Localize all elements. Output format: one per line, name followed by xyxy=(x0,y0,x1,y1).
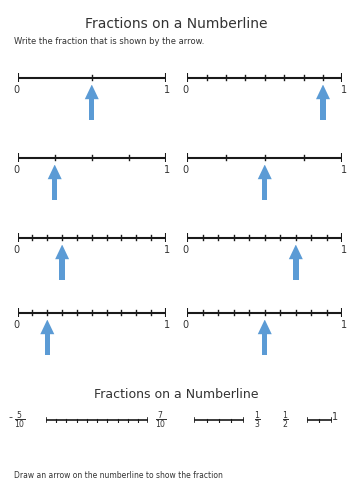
Text: 1: 1 xyxy=(341,84,347,94)
Text: 0: 0 xyxy=(183,320,189,330)
Text: $\frac{7}{10}$: $\frac{7}{10}$ xyxy=(155,410,167,430)
Bar xyxy=(44,334,50,354)
Text: 1: 1 xyxy=(164,244,170,254)
Bar xyxy=(89,99,95,119)
Polygon shape xyxy=(55,244,69,259)
Text: 1: 1 xyxy=(332,412,338,422)
Text: $\frac{1}{3}$: $\frac{1}{3}$ xyxy=(254,410,261,430)
Text: 1: 1 xyxy=(341,244,347,254)
Text: 1: 1 xyxy=(341,320,347,330)
Text: 1: 1 xyxy=(164,320,170,330)
Text: $\frac{1}{2}$: $\frac{1}{2}$ xyxy=(282,410,289,430)
Text: 0: 0 xyxy=(183,244,189,254)
Text: -: - xyxy=(9,412,13,422)
Text: Draw an arrow on the numberline to show the fraction: Draw an arrow on the numberline to show … xyxy=(14,472,223,480)
Text: Fractions on a Numberline: Fractions on a Numberline xyxy=(85,18,268,32)
Polygon shape xyxy=(289,244,303,259)
Bar xyxy=(262,179,268,200)
Bar xyxy=(293,259,299,280)
Text: Write the fraction that is shown by the arrow.: Write the fraction that is shown by the … xyxy=(14,38,204,46)
Text: 0: 0 xyxy=(13,164,19,174)
Text: Fractions on a Numberline: Fractions on a Numberline xyxy=(94,388,259,400)
Text: 1: 1 xyxy=(341,164,347,174)
Text: 0: 0 xyxy=(183,164,189,174)
Polygon shape xyxy=(258,320,272,334)
Bar xyxy=(262,334,268,354)
Polygon shape xyxy=(258,164,272,179)
Text: 1: 1 xyxy=(164,164,170,174)
Text: 1: 1 xyxy=(164,84,170,94)
Bar xyxy=(320,99,326,119)
Polygon shape xyxy=(85,84,99,99)
Bar xyxy=(59,259,65,280)
Text: 0: 0 xyxy=(183,84,189,94)
Polygon shape xyxy=(48,164,62,179)
Polygon shape xyxy=(40,320,54,334)
Text: 0: 0 xyxy=(13,84,19,94)
Text: 0: 0 xyxy=(13,244,19,254)
Text: 0: 0 xyxy=(13,320,19,330)
Bar xyxy=(52,179,58,200)
Text: $\frac{5}{10}$: $\frac{5}{10}$ xyxy=(14,410,26,430)
Polygon shape xyxy=(316,84,330,99)
